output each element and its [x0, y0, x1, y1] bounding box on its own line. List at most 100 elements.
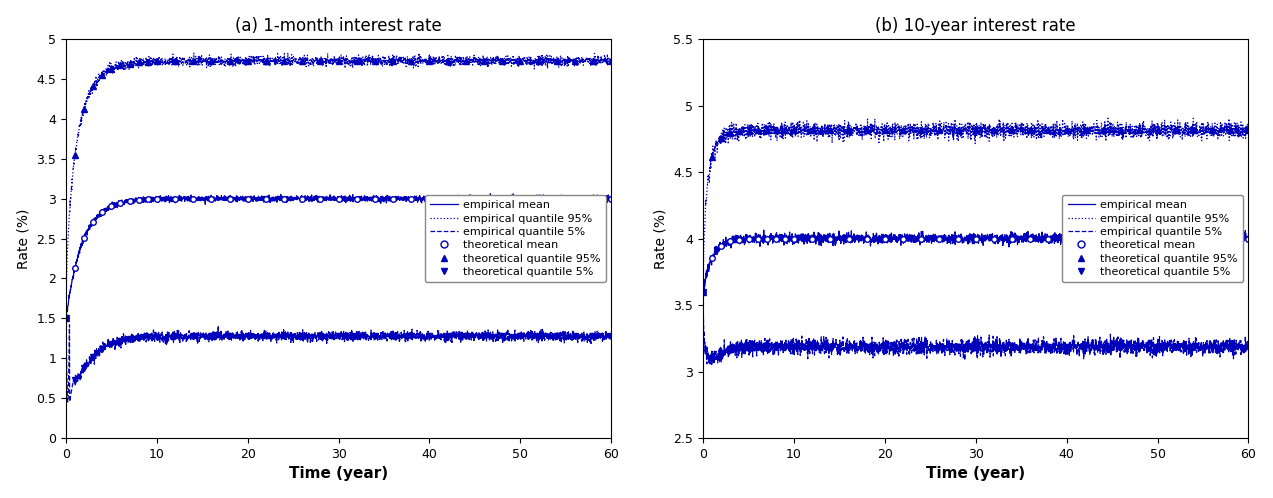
theoretical quantile 5% [476, 333, 491, 339]
theoretical quantile 5% [113, 338, 129, 344]
theoretical quantile 95% [404, 58, 419, 64]
empirical quantile 5% [704, 362, 719, 368]
theoretical quantile 5% [704, 356, 719, 362]
theoretical mean [914, 236, 929, 242]
theoretical quantile 95% [276, 58, 292, 64]
theoretical quantile 5% [1186, 344, 1202, 350]
theoretical mean [732, 237, 747, 243]
theoretical mean [950, 236, 965, 242]
Title: (a) 1-month interest rate: (a) 1-month interest rate [236, 16, 442, 35]
theoretical quantile 5% [458, 333, 474, 339]
Line: theoretical quantile 5%: theoretical quantile 5% [700, 289, 1251, 362]
theoretical quantile 95% [458, 58, 474, 64]
theoretical mean [1132, 236, 1147, 242]
empirical quantile 5% [1216, 346, 1231, 352]
theoretical quantile 95% [204, 58, 219, 64]
theoretical quantile 95% [1222, 127, 1237, 133]
theoretical quantile 5% [140, 334, 155, 340]
empirical mean [1241, 233, 1256, 239]
theoretical quantile 95% [85, 84, 101, 90]
theoretical mean [1004, 236, 1020, 242]
theoretical quantile 5% [1059, 344, 1074, 350]
empirical mean [603, 196, 619, 202]
theoretical quantile 95% [1114, 127, 1129, 133]
theoretical mean [822, 236, 838, 242]
theoretical quantile 95% [131, 59, 146, 65]
theoretical quantile 95% [494, 58, 509, 64]
theoretical mean [131, 197, 146, 203]
theoretical mean [140, 197, 155, 203]
theoretical mean [987, 236, 1002, 242]
empirical quantile 5% [321, 334, 336, 340]
Line: empirical quantile 95%: empirical quantile 95% [703, 118, 1249, 292]
theoretical quantile 5% [258, 333, 274, 339]
theoretical quantile 95% [167, 58, 182, 64]
Line: empirical mean: empirical mean [66, 194, 611, 318]
theoretical quantile 95% [1241, 127, 1256, 133]
theoretical quantile 5% [1022, 344, 1037, 350]
empirical quantile 5% [167, 335, 182, 341]
theoretical quantile 5% [568, 333, 583, 339]
Title: (b) 10-year interest rate: (b) 10-year interest rate [876, 16, 1076, 35]
theoretical mean [778, 236, 793, 242]
theoretical quantile 5% [368, 333, 383, 339]
theoretical quantile 5% [787, 344, 802, 350]
theoretical quantile 95% [822, 127, 838, 133]
theoretical mean [331, 196, 346, 202]
theoretical mean [386, 196, 401, 202]
empirical quantile 95% [321, 56, 336, 62]
theoretical mean [549, 196, 564, 202]
theoretical mean [67, 265, 83, 271]
empirical quantile 5% [877, 343, 892, 349]
theoretical quantile 5% [186, 333, 201, 339]
theoretical mean [1222, 236, 1237, 242]
theoretical quantile 95% [1150, 127, 1165, 133]
theoretical mean [149, 196, 164, 202]
theoretical mean [440, 196, 456, 202]
theoretical quantile 5% [222, 333, 237, 339]
theoretical quantile 95% [1186, 127, 1202, 133]
theoretical mean [186, 196, 201, 202]
theoretical mean [841, 236, 857, 242]
theoretical quantile 5% [149, 334, 164, 340]
theoretical quantile 95% [349, 58, 364, 64]
theoretical quantile 5% [778, 344, 793, 350]
theoretical quantile 5% [732, 345, 747, 351]
theoretical quantile 95% [704, 154, 719, 160]
theoretical quantile 95% [1059, 127, 1074, 133]
theoretical quantile 5% [950, 344, 965, 350]
theoretical quantile 5% [241, 333, 256, 339]
empirical mean [913, 236, 928, 242]
theoretical quantile 5% [1132, 344, 1147, 350]
empirical quantile 5% [603, 334, 619, 340]
theoretical quantile 5% [1095, 344, 1110, 350]
empirical quantile 5% [913, 345, 928, 351]
theoretical quantile 95% [368, 58, 383, 64]
empirical quantile 5% [805, 340, 820, 346]
theoretical quantile 95% [331, 58, 346, 64]
theoretical quantile 95% [76, 106, 92, 112]
empirical mean [1026, 235, 1041, 241]
theoretical quantile 95% [313, 58, 328, 64]
X-axis label: Time (year): Time (year) [927, 466, 1025, 482]
empirical mean [239, 195, 255, 201]
theoretical mean [750, 236, 765, 242]
theoretical mean [805, 236, 820, 242]
theoretical quantile 95% [969, 127, 984, 133]
theoretical mean [568, 196, 583, 202]
empirical quantile 5% [579, 335, 594, 341]
empirical mean [756, 227, 771, 233]
empirical quantile 5% [59, 315, 74, 321]
theoretical quantile 5% [750, 344, 765, 350]
theoretical quantile 95% [787, 127, 802, 133]
theoretical quantile 5% [85, 354, 101, 360]
theoretical quantile 95% [1022, 127, 1037, 133]
theoretical mean [1022, 236, 1037, 242]
empirical quantile 5% [695, 289, 710, 295]
empirical quantile 5% [275, 330, 290, 336]
theoretical quantile 5% [531, 333, 546, 339]
empirical mean [957, 235, 973, 241]
empirical quantile 5% [1026, 343, 1041, 349]
theoretical mean [531, 196, 546, 202]
theoretical mean [294, 196, 309, 202]
